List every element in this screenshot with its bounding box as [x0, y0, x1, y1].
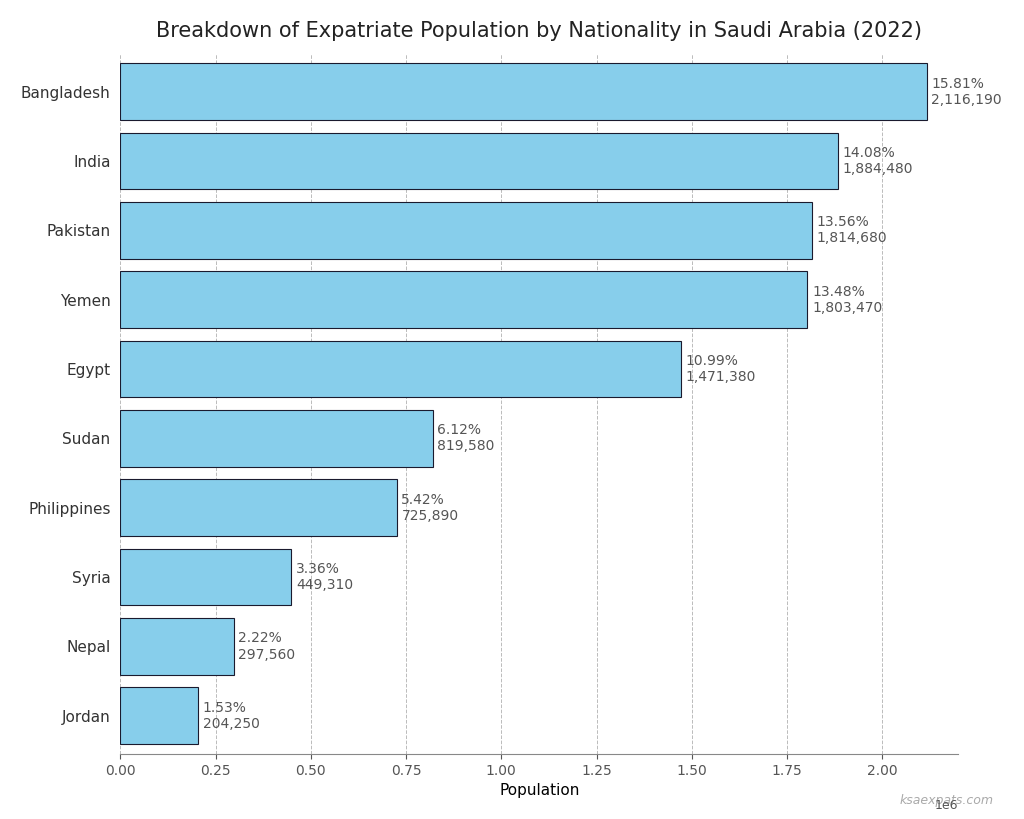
Bar: [120, 341, 681, 397]
Text: 14.08%
1,884,480: 14.08% 1,884,480: [843, 146, 913, 176]
Text: 6.12%
819,580: 6.12% 819,580: [437, 423, 495, 454]
Bar: [120, 202, 812, 259]
Bar: [120, 271, 807, 328]
Bar: [120, 133, 839, 189]
Bar: [120, 549, 292, 605]
Text: 1e6: 1e6: [935, 799, 958, 812]
Bar: [120, 479, 397, 536]
Text: 5.42%
725,890: 5.42% 725,890: [401, 492, 459, 523]
Bar: [120, 63, 927, 120]
Bar: [120, 687, 198, 744]
Text: 15.81%
2,116,190: 15.81% 2,116,190: [931, 76, 1001, 106]
Text: 13.56%
1,814,680: 13.56% 1,814,680: [816, 215, 887, 246]
Text: 13.48%
1,803,470: 13.48% 1,803,470: [812, 284, 883, 314]
Text: 2.22%
297,560: 2.22% 297,560: [239, 631, 295, 662]
Text: 1.53%
204,250: 1.53% 204,250: [203, 700, 259, 731]
Bar: [120, 410, 432, 467]
Text: 10.99%
1,471,380: 10.99% 1,471,380: [685, 354, 756, 384]
Title: Breakdown of Expatriate Population by Nationality in Saudi Arabia (2022): Breakdown of Expatriate Population by Na…: [157, 20, 923, 41]
Text: ksaexpats.com: ksaexpats.com: [899, 794, 993, 807]
X-axis label: Population: Population: [499, 783, 580, 799]
Text: 3.36%
449,310: 3.36% 449,310: [296, 562, 353, 592]
Bar: [120, 618, 233, 675]
